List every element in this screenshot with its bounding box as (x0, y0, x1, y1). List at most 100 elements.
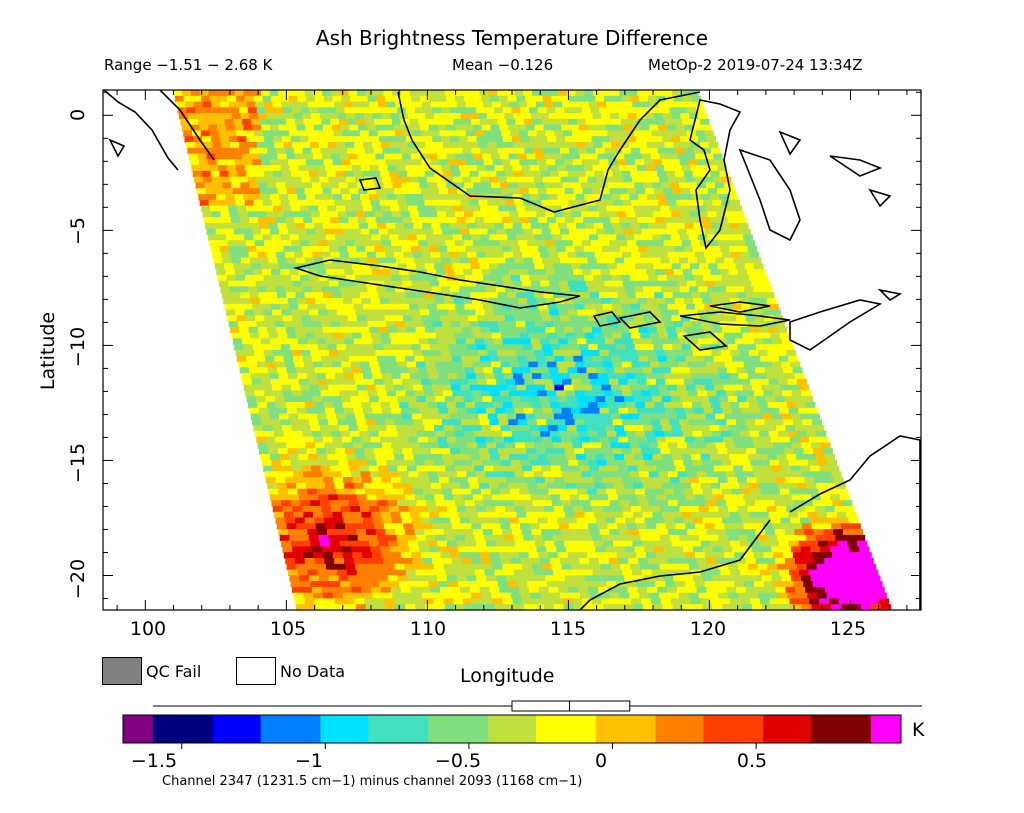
heatmap-cell (443, 263, 453, 270)
heatmap-cell (408, 332, 418, 340)
heatmap-cell (222, 182, 232, 189)
heatmap-cell (685, 465, 696, 472)
heatmap-cell (356, 246, 366, 253)
heatmap-cell (802, 471, 813, 478)
heatmap-cell (464, 430, 475, 438)
heatmap-cell (421, 517, 432, 524)
heatmap-cell (743, 552, 755, 559)
heatmap-cell (342, 402, 353, 409)
heatmap-cell (586, 367, 597, 374)
heatmap-cell (425, 263, 435, 270)
heatmap-cell (441, 165, 451, 172)
heatmap-cell (756, 396, 767, 403)
heatmap-cell (439, 188, 449, 195)
heatmap-cell (749, 430, 760, 438)
heatmap-cell (360, 194, 370, 201)
heatmap-cell (444, 147, 455, 155)
heatmap-cell (665, 552, 676, 559)
heatmap-cell (345, 488, 356, 496)
heatmap-cell (863, 558, 874, 565)
heatmap-cell (580, 130, 591, 137)
heatmap-cell (282, 390, 293, 397)
heatmap-cell (431, 222, 441, 230)
heatmap-cell (470, 454, 482, 461)
heatmap-cell (346, 113, 356, 120)
heatmap-cell (443, 459, 454, 467)
heatmap-cell (605, 176, 615, 184)
heatmap-cell (790, 465, 801, 472)
heatmap-cell (488, 321, 498, 328)
heatmap-cell (540, 280, 550, 288)
heatmap-cell (660, 309, 670, 316)
heatmap-cell (806, 430, 817, 438)
heatmap-cell (619, 326, 630, 334)
heatmap-cell (454, 332, 465, 340)
heatmap-cell (562, 378, 572, 386)
heatmap-cell (296, 407, 307, 415)
heatmap-cell (382, 482, 394, 490)
heatmap-cell (367, 534, 378, 542)
heatmap-cell (654, 240, 665, 247)
heatmap-cell (520, 367, 531, 374)
heatmap-cell (688, 448, 700, 455)
heatmap-cell (247, 107, 258, 114)
heatmap-cell (330, 153, 341, 160)
heatmap-cell (346, 211, 357, 218)
heatmap-cell (454, 396, 465, 403)
heatmap-cell (437, 471, 448, 478)
heatmap-cell (633, 482, 644, 490)
heatmap-cell (642, 482, 654, 490)
heatmap-cell (350, 506, 361, 513)
heatmap-cell (682, 402, 693, 409)
heatmap-cell (645, 113, 655, 120)
heatmap-cell (668, 361, 679, 368)
heatmap-cell (417, 367, 428, 374)
heatmap-cell (668, 332, 679, 340)
heatmap-cell (203, 176, 213, 184)
heatmap-cell (304, 222, 315, 230)
heatmap-cell (264, 170, 274, 178)
heatmap-cell (721, 274, 732, 282)
heatmap-cell (310, 176, 320, 184)
heatmap-cell (646, 269, 656, 276)
heatmap-cell (545, 384, 555, 392)
heatmap-cell (447, 309, 458, 316)
heatmap-cell (434, 459, 445, 467)
heatmap-cell (255, 315, 265, 322)
heatmap-cell (592, 326, 602, 334)
heatmap-cell (518, 211, 528, 218)
heatmap-cell (619, 500, 630, 507)
heatmap-cell (399, 546, 411, 553)
heatmap-cell (733, 494, 744, 501)
heatmap-cell (415, 326, 426, 334)
heatmap-cell (528, 517, 539, 524)
heatmap-cell (590, 211, 600, 218)
heatmap-cell (526, 182, 537, 189)
heatmap-cell (522, 113, 532, 120)
heatmap-cell (799, 384, 809, 392)
swath-heatmap (173, 90, 892, 611)
heatmap-cell (492, 188, 503, 195)
heatmap-cell (350, 430, 361, 438)
heatmap-cell (577, 309, 587, 316)
heatmap-cell (202, 136, 212, 143)
heatmap-cell (836, 511, 847, 519)
heatmap-cell (321, 217, 331, 224)
heatmap-cell (673, 488, 684, 496)
heatmap-cell (494, 534, 505, 542)
heatmap-cell (313, 436, 324, 444)
heatmap-cell (670, 286, 681, 293)
heatmap-cell (530, 309, 541, 316)
heatmap-cell (451, 199, 462, 207)
heatmap-cell (235, 350, 246, 357)
heatmap-cell (400, 373, 411, 380)
heatmap-cell (724, 523, 735, 530)
heatmap-cell (683, 430, 694, 438)
heatmap-cell (327, 107, 337, 114)
heatmap-cell (301, 280, 312, 288)
heatmap-cell (239, 367, 250, 374)
heatmap-cell (592, 246, 603, 253)
heatmap-cell (752, 465, 763, 472)
heatmap-cell (601, 442, 612, 449)
heatmap-cell (411, 413, 422, 420)
